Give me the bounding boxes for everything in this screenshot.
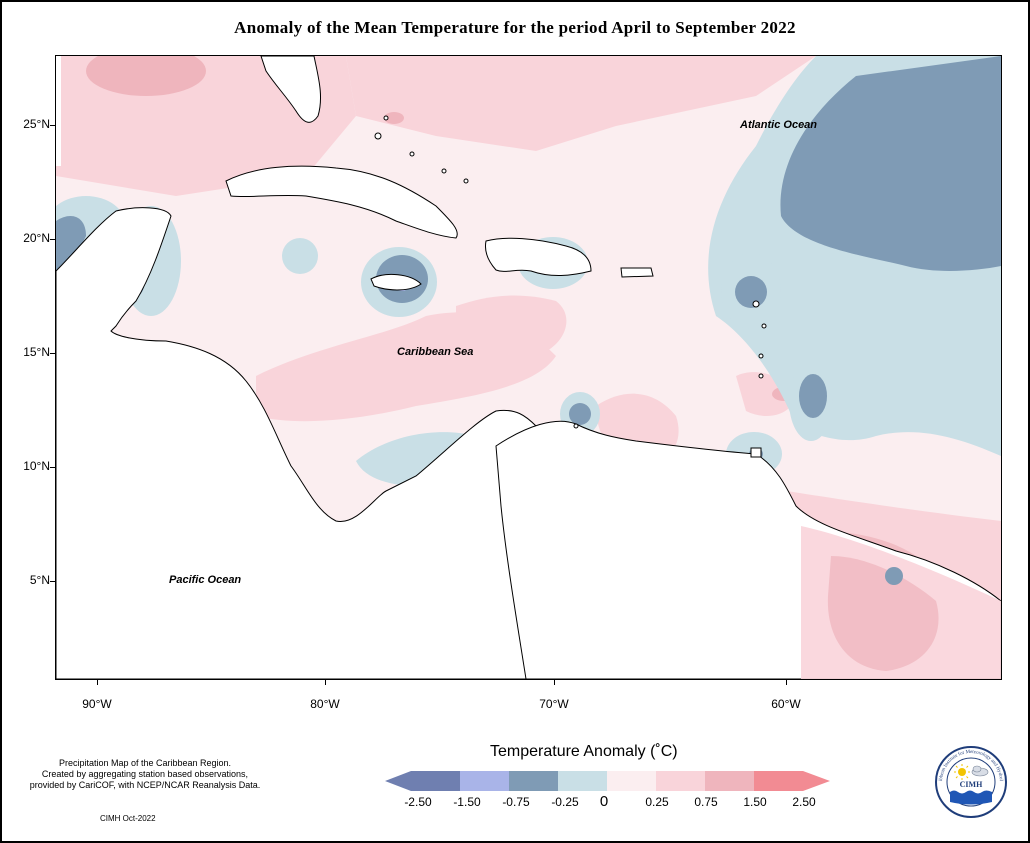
land-antigua [752,300,760,308]
legend-title: Temperature Anomaly (˚C) [490,743,678,760]
footnote-line-2: Created by aggregating station based obs… [41,769,249,779]
logo-text: CIMH [960,780,983,789]
anomaly-field-leewards-cold [735,276,767,308]
lat-tick [50,467,55,468]
caribbean-sea-label: Caribbean Sea [397,346,474,358]
lat-label-10n: 10°N [23,459,50,473]
legend-label: -0.75 [502,795,530,809]
legend-bin [460,771,509,791]
anomaly-field-bahamas-spot [384,112,404,124]
legend-label: -1.50 [453,795,481,809]
anomaly-field-abc-cold [569,403,591,425]
legend-arrow-low [385,771,411,791]
lon-label-70w: 70°W [539,697,569,711]
lon-tick [97,679,98,685]
land-curacao [573,423,579,429]
land-mexico-edge [56,56,61,166]
lon-label-80w: 80°W [310,697,340,711]
legend-label: 0 [599,793,609,810]
land-puerto-rico [620,267,654,278]
anomaly-field-barbados-cold [799,374,827,418]
land-jamaica [370,273,422,291]
footnote-line-1: Precipitation Map of the Caribbean Regio… [58,758,232,768]
anomaly-field-atlantic-cold [780,56,1001,271]
legend-label: 0.25 [645,795,669,809]
lat-label-20n: 20°N [23,231,50,245]
footnote-line-3: provided by CariCOF, with NCEP/NCAR Rean… [29,780,261,790]
legend-label: -2.50 [404,795,432,809]
legend-label: 0.75 [694,795,718,809]
legend-arrow-high [803,771,830,791]
legend-label: 1.50 [743,795,767,809]
lon-tick [554,679,555,685]
land-bahamas-1 [383,115,389,121]
credit: CIMH Oct-2022 [100,814,156,823]
legend-bin [411,771,460,791]
anomaly-field-guianas-land-cold [885,567,903,585]
land-bahamas-3 [409,151,415,157]
lat-tick [50,125,55,126]
lon-tick [786,679,787,685]
map-title: Anomaly of the Mean Temperature for the … [234,18,796,37]
legend-bin [558,771,607,791]
lat-label-15n: 15°N [23,345,50,359]
land-central-america [56,207,537,679]
lat-label-25n: 25°N [23,117,50,131]
land-bahamas-4 [441,168,447,174]
legend-bin [705,771,754,791]
anomaly-field-caribbean-warm-2 [456,295,567,356]
anomaly-field-florida-warm [86,56,206,96]
cloud-icon [971,765,989,777]
lat-tick [50,239,55,240]
anomaly-field-bahamas-warm [346,56,816,151]
land-cuba [225,165,458,239]
land-bahamas-2 [374,132,382,140]
map-panel [55,55,1002,680]
lat-label-5n: 5°N [29,573,50,587]
lon-tick [325,679,326,685]
cimh-logo: CIMH Caribbean Institute for Meteorology… [934,745,1007,818]
footnote: Precipitation Map of the Caribbean Regio… [10,758,280,791]
land-trinidad [750,447,762,458]
legend-colorbar [385,771,830,791]
lat-tick [50,353,55,354]
land-guadeloupe [761,323,767,329]
sun-icon [954,764,970,780]
anomaly-field-caymans-cool [282,238,318,274]
land-hispaniola [485,237,592,276]
lon-label-90w: 90°W [82,697,112,711]
land-bahamas-5 [463,178,469,184]
land-florida [260,56,321,123]
legend-bin [656,771,705,791]
legend-bin [754,771,803,791]
waves-icon [950,790,992,805]
lat-tick [50,581,55,582]
legend-label: -0.25 [551,795,579,809]
land-st-lucia [758,373,764,379]
land-martinique [758,353,764,359]
legend-label: 2.50 [792,795,816,809]
legend-bin [607,771,656,791]
anomaly-field-gulf-cold [56,216,86,271]
lon-label-60w: 60°W [771,697,801,711]
atlantic-ocean-label: Atlantic Ocean [740,119,818,131]
pacific-ocean-label: Pacific Ocean [169,574,242,586]
legend-bin [509,771,558,791]
anomaly-map [56,56,1001,679]
anomaly-field-guianas-land-warm [827,556,939,671]
